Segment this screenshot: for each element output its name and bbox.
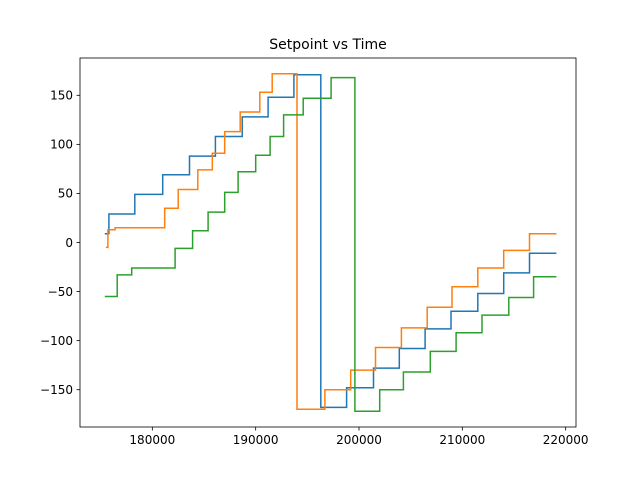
x-tick-label: 200000 [336, 433, 382, 447]
series-line-1 [104, 73, 557, 409]
x-tick-label: 210000 [439, 433, 485, 447]
chart-title: Setpoint vs Time [269, 37, 386, 53]
series-line-3 [104, 76, 557, 413]
y-tick-label: 0 [65, 236, 73, 250]
y-tick-label: −150 [40, 383, 73, 397]
y-tick-label: −50 [48, 285, 73, 299]
x-tick-label: 190000 [233, 433, 279, 447]
y-tick-label: −100 [40, 334, 73, 348]
y-tick-label: 100 [50, 138, 73, 152]
series-layer [104, 72, 557, 413]
axes-background [80, 58, 576, 427]
series-line-2 [105, 72, 557, 411]
y-tick-label: 150 [50, 89, 73, 103]
y-tick-label: 50 [58, 187, 73, 201]
y-axis: −150 −100 −50 0 50 100 150 [40, 89, 80, 397]
x-tick-label: 220000 [543, 433, 589, 447]
plot-area [79, 57, 577, 428]
x-axis: 180000 190000 200000 210000 220000 [129, 427, 589, 447]
x-tick-label: 180000 [129, 433, 175, 447]
